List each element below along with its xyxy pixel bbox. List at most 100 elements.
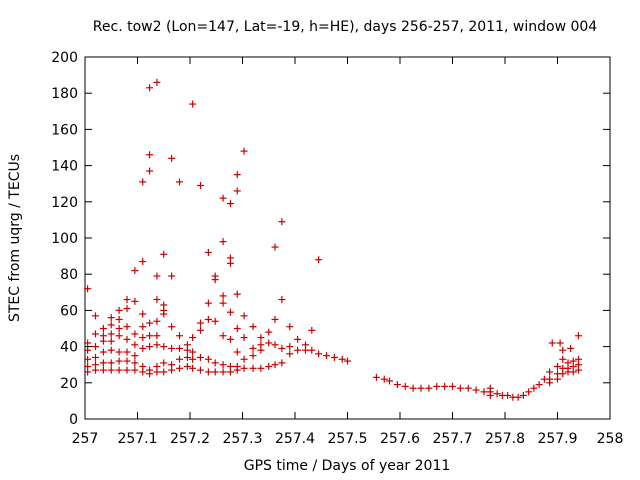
data-point — [92, 343, 99, 351]
data-point — [233, 325, 241, 332]
x-tick-label: 257.8 — [485, 431, 525, 447]
y-tick-label: 80 — [60, 267, 78, 283]
data-point — [240, 364, 248, 372]
data-point — [153, 317, 161, 325]
data-point — [302, 346, 309, 354]
data-point — [380, 375, 388, 383]
data-point — [409, 384, 417, 392]
data-point — [449, 382, 456, 390]
data-point — [84, 346, 92, 354]
data-point — [257, 364, 265, 372]
data-point — [123, 335, 131, 343]
data-point — [278, 218, 286, 226]
data-point — [211, 368, 219, 376]
data-point — [189, 355, 197, 363]
data-point — [84, 355, 92, 363]
data-point — [559, 355, 567, 363]
data-point — [294, 346, 302, 354]
data-point — [115, 332, 123, 340]
x-tick-label: 257.3 — [222, 431, 262, 447]
data-point — [219, 238, 227, 246]
data-point — [168, 154, 176, 162]
data-point — [233, 348, 241, 356]
data-point — [168, 366, 176, 374]
data-point — [330, 353, 338, 361]
data-point — [197, 182, 204, 190]
data-point — [472, 386, 480, 394]
data-point — [153, 332, 161, 340]
data-point — [535, 381, 543, 389]
data-point — [265, 339, 273, 347]
x-tick-label: 257.7 — [432, 431, 472, 447]
x-tick-label: 257 — [72, 431, 99, 447]
data-point — [99, 348, 107, 356]
chart-title: Rec. tow2 (Lon=147, Lat=-19, h=HE), days… — [93, 19, 597, 35]
data-point — [240, 334, 248, 342]
data-point — [176, 344, 183, 352]
data-point — [168, 323, 176, 331]
data-point — [546, 368, 554, 376]
data-point — [315, 256, 323, 264]
data-point — [123, 348, 131, 356]
data-point — [197, 353, 204, 361]
data-point — [115, 315, 123, 323]
data-point — [441, 382, 449, 390]
x-tick-label: 257.4 — [275, 431, 315, 447]
data-point — [131, 359, 139, 367]
data-point — [160, 343, 168, 351]
data-point — [308, 346, 316, 354]
data-point — [153, 272, 161, 280]
data-point — [240, 312, 248, 320]
data-point — [278, 296, 286, 304]
data-point — [546, 379, 554, 387]
data-point — [204, 368, 212, 376]
data-point — [84, 339, 92, 347]
data-point — [99, 325, 107, 332]
data-point — [139, 368, 147, 376]
data-point — [233, 171, 241, 179]
y-tick-label: 200 — [51, 50, 78, 66]
data-point — [278, 344, 286, 352]
data-point — [115, 325, 123, 332]
data-point — [176, 364, 183, 372]
data-point — [493, 390, 501, 398]
data-point — [554, 375, 561, 383]
data-point — [240, 355, 248, 363]
data-point — [204, 299, 212, 307]
data-point — [123, 305, 131, 313]
x-tick-label: 257.9 — [537, 431, 577, 447]
data-point — [257, 346, 265, 354]
data-point — [92, 312, 99, 320]
data-point — [575, 366, 582, 374]
data-point — [286, 350, 294, 358]
data-point — [139, 258, 147, 266]
data-point — [131, 366, 139, 374]
data-point — [153, 78, 161, 86]
data-point — [123, 296, 131, 304]
data-point — [575, 332, 582, 340]
data-point — [197, 319, 204, 327]
data-point — [519, 391, 527, 399]
data-point — [486, 391, 494, 399]
data-point — [504, 391, 512, 399]
data-point — [153, 296, 161, 304]
data-point — [107, 330, 115, 338]
data-point — [139, 178, 147, 186]
data-point — [189, 364, 197, 372]
x-axis: 257 257.1 257.2 257.3 257.4 257.5 257.6 257.7 25… — [72, 57, 623, 447]
data-point — [548, 339, 556, 347]
data-point — [567, 344, 575, 352]
data-point — [393, 381, 401, 389]
data-point — [131, 267, 139, 275]
x-tick-label: 257.6 — [380, 431, 420, 447]
data-point — [338, 355, 346, 363]
data-point — [211, 317, 219, 325]
x-tick-label: 257.1 — [117, 431, 157, 447]
data-point — [219, 332, 227, 340]
data-point — [183, 353, 191, 361]
data-point — [233, 290, 241, 298]
data-point — [107, 366, 115, 374]
data-point — [189, 334, 197, 342]
data-point — [197, 326, 204, 334]
data-point — [556, 339, 564, 347]
